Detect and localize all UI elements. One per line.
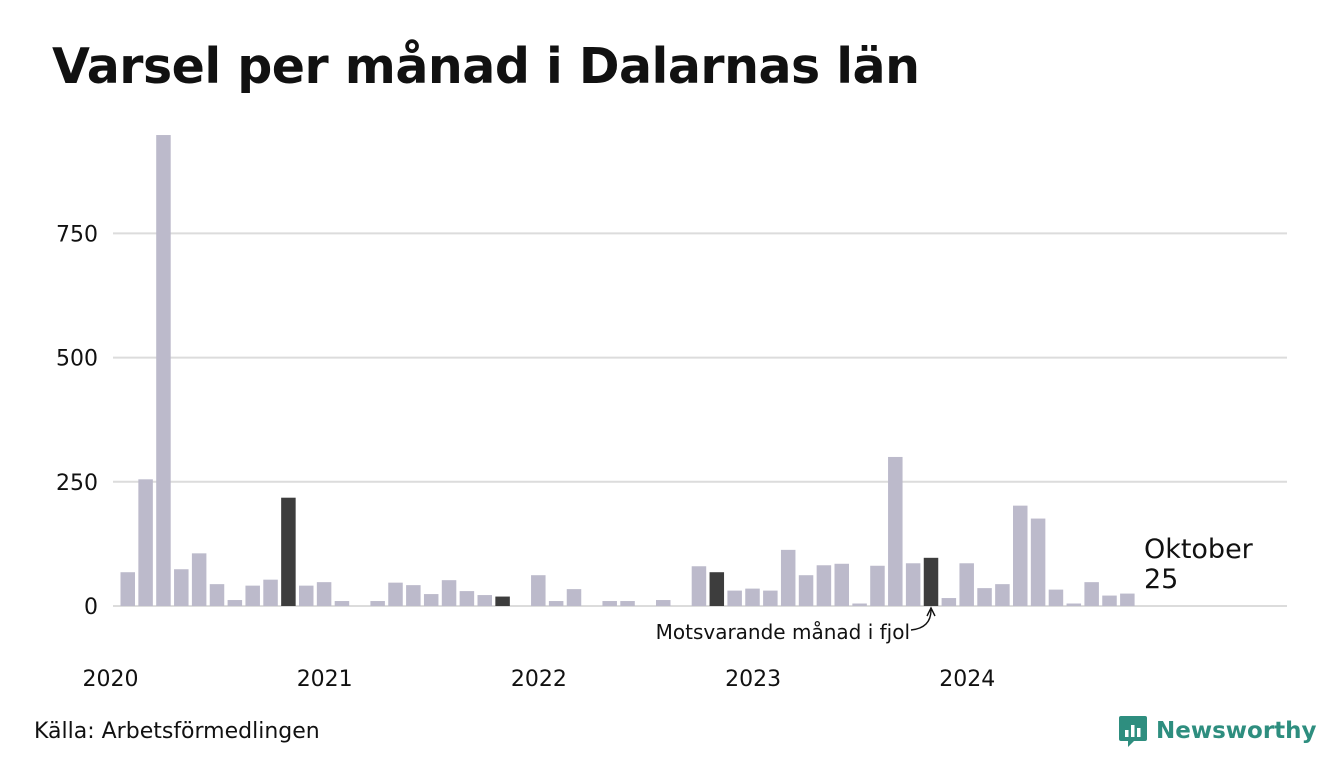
y-tick-label: 250 <box>56 471 98 496</box>
x-tick-label: 2021 <box>297 667 353 692</box>
bar <box>1030 518 1046 606</box>
y-tick-label: 0 <box>84 595 98 620</box>
bar-highlight <box>709 572 725 606</box>
brand-logo[interactable]: Newsworthy <box>1118 714 1317 748</box>
x-tick-label: 2022 <box>511 667 567 692</box>
bar <box>120 572 135 606</box>
x-axis-labels: 2020 2021 2022 2023 2024 <box>83 667 996 692</box>
x-tick-label: 2023 <box>725 667 781 692</box>
bar <box>834 563 849 606</box>
bar <box>406 585 421 606</box>
x-tick-label: 2020 <box>83 667 139 692</box>
bar <box>191 553 207 606</box>
bar <box>941 598 957 606</box>
bar <box>174 569 189 606</box>
bar <box>441 580 457 606</box>
bar <box>780 549 796 606</box>
bar <box>798 575 814 606</box>
bar <box>1048 589 1064 606</box>
bar <box>870 565 885 606</box>
bar <box>156 135 171 606</box>
bar <box>745 588 760 606</box>
current-month-label: Oktober <box>1144 534 1254 565</box>
bar-highlight <box>495 596 510 606</box>
bar <box>1066 603 1082 606</box>
bar <box>334 601 350 606</box>
bar <box>1013 505 1028 606</box>
bar <box>977 588 992 606</box>
bar <box>227 600 243 606</box>
bar-highlight <box>281 497 296 606</box>
bar <box>995 584 1010 606</box>
bar <box>727 590 742 606</box>
bar <box>1102 595 1117 606</box>
bar <box>245 585 260 606</box>
bar <box>263 579 278 606</box>
bar <box>905 563 921 606</box>
bar <box>209 584 225 606</box>
bar <box>299 585 314 606</box>
bar <box>531 575 546 606</box>
annotation-arrowhead <box>926 606 936 617</box>
bar <box>1084 582 1099 606</box>
y-tick-label: 750 <box>56 222 98 247</box>
bar <box>602 601 617 606</box>
chart-title: Varsel per månad i Dalarnas län <box>52 38 920 95</box>
bar <box>548 601 564 606</box>
bar <box>423 594 439 606</box>
bar <box>1120 593 1135 606</box>
bar <box>459 591 475 606</box>
bar <box>691 566 707 606</box>
bar <box>477 595 492 606</box>
bar <box>138 479 153 606</box>
bar <box>316 582 332 606</box>
annotation-arrow <box>910 609 932 631</box>
current-value-label: 25 <box>1144 564 1178 595</box>
annotation-text: Motsvarande månad i fjol <box>656 620 910 644</box>
y-axis-labels: 0 250 500 750 <box>56 222 98 620</box>
bar <box>566 589 582 606</box>
bar <box>816 565 832 606</box>
bar <box>370 601 385 606</box>
bar <box>620 601 635 606</box>
y-tick-label: 500 <box>56 347 98 372</box>
bars <box>120 135 1135 606</box>
bar <box>888 456 903 606</box>
newsworthy-logo-icon <box>1119 716 1147 747</box>
bar <box>959 563 974 606</box>
brand-name: Newsworthy <box>1156 718 1317 744</box>
source-text: Källa: Arbetsförmedlingen <box>34 719 320 744</box>
bar <box>656 600 671 606</box>
x-tick-label: 2024 <box>939 667 995 692</box>
bar <box>763 590 778 606</box>
bar-highlight <box>923 557 939 606</box>
bar <box>852 603 867 606</box>
bar <box>388 582 403 606</box>
